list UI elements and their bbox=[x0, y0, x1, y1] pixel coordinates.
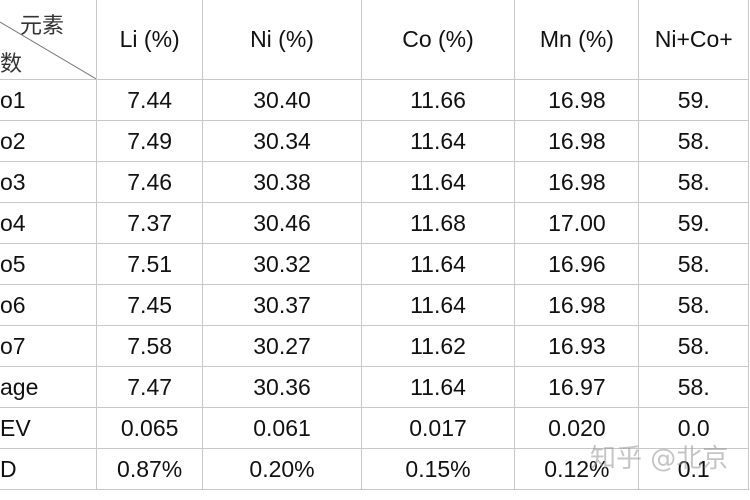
column-header: Co (%) bbox=[360, 0, 516, 80]
table-cell: 0.1 bbox=[638, 448, 749, 490]
table-cell: 30.32 bbox=[202, 243, 362, 285]
table-cell: 30.37 bbox=[202, 284, 362, 326]
table-cell: 11.62 bbox=[360, 325, 516, 367]
table-row: o6 7.45 30.37 11.64 16.98 58. bbox=[0, 284, 749, 326]
table-row: D 0.87% 0.20% 0.15% 0.12% 0.1 bbox=[0, 448, 749, 490]
table-cell: 58. bbox=[638, 161, 749, 203]
corner-bottom: 数 bbox=[0, 52, 23, 77]
table-cell: 30.27 bbox=[202, 325, 362, 367]
table-cell: 11.66 bbox=[360, 79, 516, 121]
corner-top: 元素 bbox=[19, 14, 64, 39]
table-cell: 30.36 bbox=[202, 366, 362, 408]
row-label: o1 bbox=[0, 79, 97, 121]
table-cell: 16.97 bbox=[514, 366, 640, 408]
table-row: EV 0.065 0.061 0.017 0.020 0.0 bbox=[0, 407, 749, 449]
table-cell: 0.87% bbox=[95, 448, 204, 490]
row-label: o3 bbox=[0, 161, 97, 203]
table-cell: 16.98 bbox=[514, 79, 640, 121]
row-label: age bbox=[0, 366, 97, 408]
table-cell: 7.45 bbox=[95, 284, 204, 326]
table-cell: 0.0 bbox=[638, 407, 749, 449]
table-cell: 0.20% bbox=[202, 448, 362, 490]
table-row: o3 7.46 30.38 11.64 16.98 58. bbox=[0, 161, 749, 203]
column-header: Ni (%) bbox=[202, 0, 362, 80]
table-cell: 58. bbox=[638, 325, 749, 367]
diagonal bbox=[0, 21, 96, 79]
header-row: 元素 数 Li (%) Ni (%) Co (%) Mn (%) Ni+Co+ bbox=[0, 0, 749, 80]
table-cell: 7.46 bbox=[95, 161, 204, 203]
table-row: o2 7.49 30.34 11.64 16.98 58. bbox=[0, 120, 749, 162]
table-cell: 11.64 bbox=[360, 366, 516, 408]
table-cell: 16.93 bbox=[514, 325, 640, 367]
column-header: Ni+Co+ bbox=[638, 0, 749, 80]
table-row: o5 7.51 30.32 11.64 16.96 58. bbox=[0, 243, 749, 285]
row-label: o6 bbox=[0, 284, 97, 326]
row-label: D bbox=[0, 448, 97, 490]
table-cell: 0.020 bbox=[514, 407, 640, 449]
table-cell: 7.37 bbox=[95, 202, 204, 244]
table-cell: 7.58 bbox=[95, 325, 204, 367]
row-label: o7 bbox=[0, 325, 97, 367]
row-label: EV bbox=[0, 407, 97, 449]
row-label: o5 bbox=[0, 243, 97, 285]
table-cell: 0.017 bbox=[360, 407, 516, 449]
table-cell: 59. bbox=[638, 79, 749, 121]
column-header: Li (%) bbox=[95, 0, 204, 80]
data-table: 元素 数 Li (%) Ni (%) Co (%) Mn (%) Ni+Co+ o1 7.… bbox=[0, 0, 749, 490]
table-cell: 0.12% bbox=[514, 448, 640, 490]
table-cell: 16.98 bbox=[514, 120, 640, 162]
table-cell: 11.64 bbox=[360, 120, 516, 162]
table-cell: 0.061 bbox=[202, 407, 362, 449]
table-row: o4 7.37 30.46 11.68 17.00 59. bbox=[0, 202, 749, 244]
table-cell: 58. bbox=[638, 120, 749, 162]
table-cell: 11.64 bbox=[360, 284, 516, 326]
table-cell: 17.00 bbox=[514, 202, 640, 244]
table-cell: 11.64 bbox=[360, 161, 516, 203]
table-cell: 7.51 bbox=[95, 243, 204, 285]
table-cell: 30.34 bbox=[202, 120, 362, 162]
table-cell: 30.40 bbox=[202, 79, 362, 121]
table-cell: 0.15% bbox=[360, 448, 516, 490]
table-cell: 7.47 bbox=[95, 366, 204, 408]
table-cell: 0.065 bbox=[95, 407, 204, 449]
table-cell: 7.44 bbox=[95, 79, 204, 121]
table-row: o1 7.44 30.40 11.66 16.98 59. bbox=[0, 79, 749, 121]
table-cell: 30.46 bbox=[202, 202, 362, 244]
column-header: Mn (%) bbox=[514, 0, 640, 80]
table-cell: 30.38 bbox=[202, 161, 362, 203]
table-row: o7 7.58 30.27 11.62 16.93 58. bbox=[0, 325, 749, 367]
table-cell: 59. bbox=[638, 202, 749, 244]
table-cell: 58. bbox=[638, 366, 749, 408]
table-cell: 11.64 bbox=[360, 243, 516, 285]
watermark: 知乎 @北京 bbox=[590, 444, 729, 474]
table-cell: 16.98 bbox=[514, 284, 640, 326]
table-cell: 11.68 bbox=[360, 202, 516, 244]
row-label: o4 bbox=[0, 202, 97, 244]
table-cell: 16.98 bbox=[514, 161, 640, 203]
corner-cell: 元素 数 bbox=[0, 0, 97, 80]
row-label: o2 bbox=[0, 120, 97, 162]
table-cell: 7.49 bbox=[95, 120, 204, 162]
table-row: age 7.47 30.36 11.64 16.97 58. bbox=[0, 366, 749, 408]
table-cell: 58. bbox=[638, 284, 749, 326]
table-cell: 58. bbox=[638, 243, 749, 285]
table-cell: 16.96 bbox=[514, 243, 640, 285]
